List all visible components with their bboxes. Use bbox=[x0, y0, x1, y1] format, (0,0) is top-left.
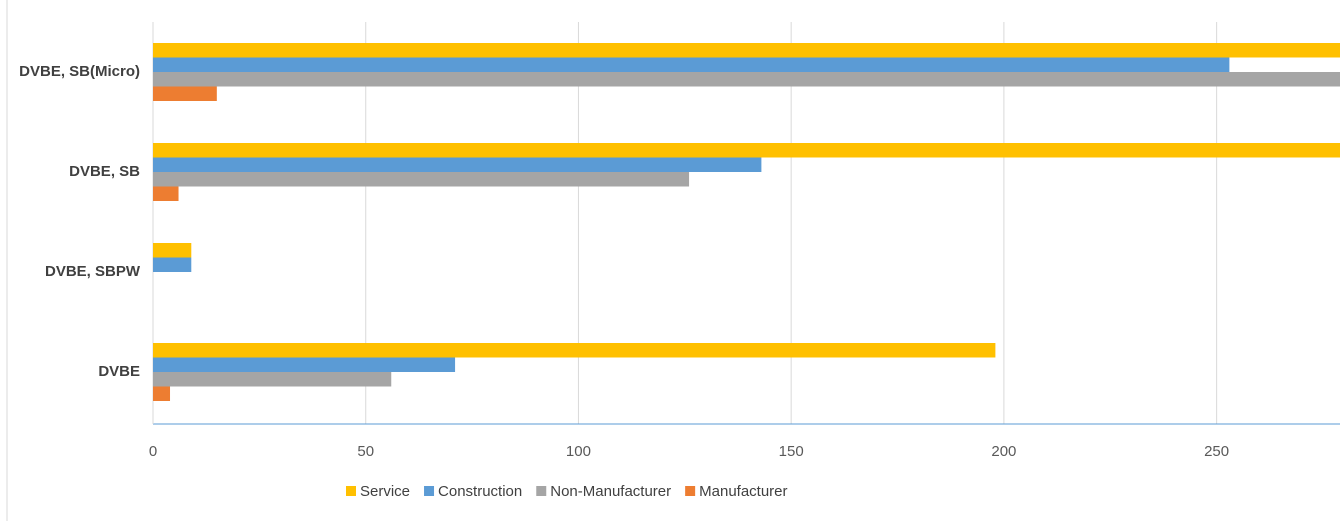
bar bbox=[153, 143, 1340, 158]
bar bbox=[153, 172, 690, 187]
x-tick-label: 150 bbox=[779, 443, 804, 460]
bar bbox=[153, 372, 392, 387]
category-label: DVBE, SB(Micro) bbox=[19, 63, 140, 80]
x-tick-label: 50 bbox=[357, 443, 374, 460]
category-label: DVBE, SBPW bbox=[45, 263, 141, 280]
x-tick-label: 100 bbox=[566, 443, 591, 460]
category-label: DVBE bbox=[98, 363, 140, 380]
legend-swatch bbox=[424, 486, 435, 496]
bar bbox=[153, 43, 1340, 58]
bar bbox=[153, 72, 1340, 87]
legend-swatch bbox=[536, 486, 547, 496]
x-tick-label: 250 bbox=[1204, 443, 1229, 460]
x-tick-label: 200 bbox=[991, 443, 1016, 460]
legend-label: Construction bbox=[438, 483, 522, 500]
legend-swatch bbox=[346, 486, 356, 496]
bar bbox=[153, 186, 179, 201]
bar bbox=[153, 157, 762, 172]
legend-label: Non-Manufacturer bbox=[550, 483, 671, 500]
bar bbox=[153, 343, 996, 358]
bar bbox=[153, 243, 192, 258]
category-label: DVBE, SB bbox=[69, 163, 140, 180]
bar bbox=[153, 86, 217, 101]
bar bbox=[153, 57, 1230, 72]
legend-label: Manufacturer bbox=[699, 483, 787, 500]
legend-label: Service bbox=[360, 483, 410, 500]
bar bbox=[153, 257, 192, 272]
bar bbox=[153, 386, 171, 401]
legend-swatch bbox=[685, 486, 696, 496]
bar bbox=[153, 357, 456, 372]
x-tick-label: 0 bbox=[149, 443, 157, 460]
